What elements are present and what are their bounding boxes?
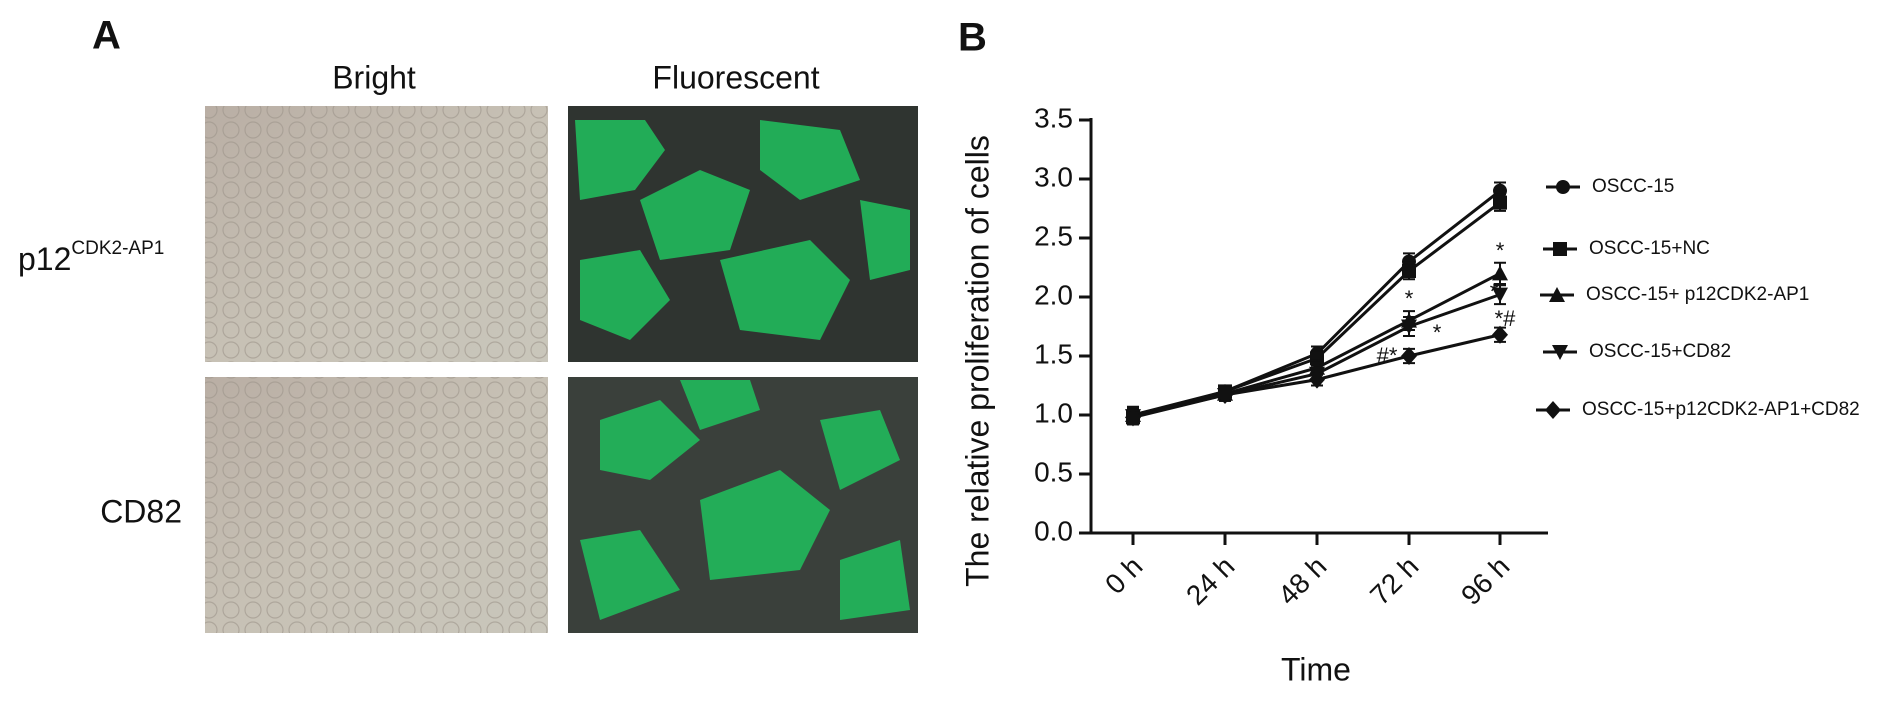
marker xyxy=(1401,347,1417,365)
y-tick-label: 2.5 xyxy=(1034,220,1073,251)
x-axis-label: Time xyxy=(1281,651,1351,687)
panel-label: A xyxy=(92,14,121,58)
y-tick-label: 0.0 xyxy=(1034,515,1073,546)
y-axis-label: The relative proliferation of cells xyxy=(959,135,995,587)
legend-label: OSCC-15+ p12CDK2-AP1 xyxy=(1586,284,1809,305)
marker xyxy=(1556,180,1570,194)
x-tick-label: 96 h xyxy=(1455,551,1515,611)
x-tick-label: 72 h xyxy=(1364,551,1424,611)
marker xyxy=(1549,287,1565,302)
y-tick-label: 3.0 xyxy=(1034,161,1073,192)
annotation: * xyxy=(1490,279,1499,304)
fluorescent-image xyxy=(568,106,918,633)
y-tick-label: 3.5 xyxy=(1034,102,1073,133)
y-tick-label: 1.5 xyxy=(1034,338,1073,369)
annotation: * xyxy=(1405,259,1414,284)
legend-label: OSCC-15+NC xyxy=(1589,238,1710,259)
y-tick-label: 1.0 xyxy=(1034,397,1073,428)
x-tick-label: 48 h xyxy=(1272,551,1332,611)
bright-image xyxy=(205,106,548,633)
marker xyxy=(1309,370,1325,389)
marker xyxy=(1552,345,1568,360)
marker xyxy=(1492,287,1508,303)
annotation: *# xyxy=(1495,306,1517,331)
annotation: * xyxy=(1496,238,1505,263)
legend-label: OSCC-15 xyxy=(1592,176,1674,197)
marker xyxy=(1125,408,1141,427)
marker xyxy=(1310,351,1324,366)
marker xyxy=(1217,385,1233,404)
marker xyxy=(1402,264,1416,279)
marker xyxy=(1492,325,1508,344)
x-tick-label: 24 h xyxy=(1180,551,1240,611)
marker xyxy=(1553,242,1567,256)
column-label: Fluorescent xyxy=(652,59,819,95)
series-line xyxy=(1132,272,1501,417)
annotation: * xyxy=(1433,320,1442,345)
row-label: p12CDK2-AP1 xyxy=(18,238,164,277)
panel-label: B xyxy=(958,16,987,60)
legend-label: OSCC-15+p12CDK2-AP1+CD82 xyxy=(1582,399,1860,420)
marker xyxy=(1492,265,1508,281)
annotation: #* xyxy=(1377,343,1398,368)
row-label: CD82 xyxy=(100,493,182,529)
x-tick-label: 0 h xyxy=(1099,551,1148,600)
y-tick-label: 0.5 xyxy=(1034,456,1073,487)
column-label: Bright xyxy=(332,59,416,95)
y-tick-label: 2.0 xyxy=(1034,279,1073,310)
marker xyxy=(1545,401,1561,419)
marker xyxy=(1493,195,1507,210)
legend-label: OSCC-15+CD82 xyxy=(1589,341,1731,362)
annotation: * xyxy=(1405,286,1414,311)
marker xyxy=(1401,319,1417,335)
